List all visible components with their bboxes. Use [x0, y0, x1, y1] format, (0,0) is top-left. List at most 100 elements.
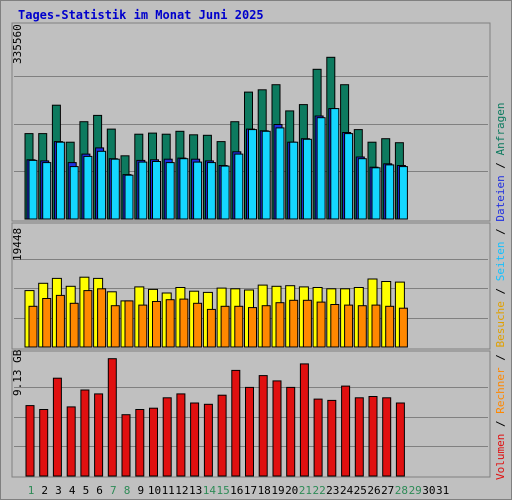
day-label-6: 6	[96, 484, 103, 497]
bar-volumen-day-23	[327, 399, 337, 477]
legend-seiten: Seiten	[494, 242, 507, 282]
bar-volumen-day-24	[341, 385, 351, 477]
bar-seiten-day-1	[28, 159, 38, 220]
bar-seiten-day-3	[55, 141, 65, 220]
bar-seiten-day-7	[110, 158, 120, 220]
bar-seiten-day-27	[385, 164, 395, 220]
day-label-27: 27	[381, 484, 394, 497]
legend-sep-1: /	[494, 414, 507, 434]
legend-sep-2: /	[494, 348, 507, 368]
bar-rechner-day-20	[289, 299, 299, 348]
bar-rechner-day-22	[316, 301, 326, 348]
bar-volumen-day-3	[52, 377, 62, 477]
bar-rechner-day-11	[165, 299, 175, 348]
bar-seiten-day-25	[357, 158, 367, 220]
bar-rechner-day-10	[152, 301, 161, 348]
bar-rechner-day-7	[110, 305, 120, 348]
legend-sep-3: /	[494, 281, 507, 301]
day-label-18: 18	[258, 484, 271, 497]
bar-rechner-day-4	[69, 302, 79, 348]
day-label-30: 30	[422, 484, 435, 497]
bar-volumen-day-14	[203, 403, 213, 477]
day-label-21: 21	[299, 484, 312, 497]
day-label-15: 15	[216, 484, 229, 497]
day-label-1: 1	[28, 484, 35, 497]
bar-volumen-day-10	[149, 407, 158, 477]
bar-volumen-day-26	[368, 396, 378, 477]
chart-title: Tages-Statistik im Monat Juni 2025	[18, 8, 264, 22]
bar-rechner-day-13	[193, 302, 203, 348]
bar-volumen-day-1	[25, 405, 35, 477]
bar-rechner-day-16	[234, 305, 244, 348]
bar-seiten-day-22	[316, 117, 326, 220]
bar-rechner-day-15	[220, 305, 230, 348]
bar-volumen-day-4	[66, 406, 76, 477]
bar-seiten-day-15	[220, 165, 230, 220]
bar-seiten-day-2	[42, 162, 52, 220]
day-label-17: 17	[244, 484, 257, 497]
right-legend: Volumen / Rechner / Besuche / Seiten / D…	[494, 102, 507, 480]
day-label-9: 9	[137, 484, 144, 497]
bar-seiten-day-9	[138, 161, 148, 220]
legend-besuche: Besuche	[494, 301, 507, 347]
bottom-ymax-label: 9.13 GB	[11, 349, 24, 396]
bar-volumen-day-25	[354, 397, 364, 477]
legend-volumen: Volumen	[494, 434, 507, 480]
bar-volumen-day-22	[313, 398, 323, 477]
bar-seiten-day-28	[398, 166, 408, 220]
bar-rechner-day-27	[385, 305, 395, 348]
bar-seiten-day-8	[124, 174, 134, 220]
bar-rechner-day-17	[248, 307, 257, 348]
bar-seiten-day-14	[206, 162, 216, 220]
bar-volumen-day-28	[395, 402, 405, 477]
bar-volumen-day-13	[190, 402, 200, 477]
bar-seiten-day-26	[371, 167, 381, 220]
bar-volumen-day-12	[176, 393, 186, 477]
day-label-16: 16	[230, 484, 243, 497]
bar-rechner-day-23	[330, 304, 340, 348]
legend-sep-4: /	[494, 222, 507, 242]
legend-sep-5: /	[494, 155, 507, 175]
bar-volumen-day-7	[107, 358, 117, 477]
legend-rechner: Rechner	[494, 367, 507, 414]
bar-rechner-day-6	[97, 288, 107, 348]
bar-rechner-day-1	[28, 305, 38, 348]
bar-volumen-day-17	[245, 386, 254, 477]
bar-volumen-day-15	[217, 394, 227, 477]
day-label-13: 13	[189, 484, 202, 497]
bar-rechner-day-18	[261, 305, 271, 348]
bar-volumen-day-20	[286, 386, 296, 477]
day-label-22: 22	[312, 484, 325, 497]
bar-volumen-day-16	[231, 369, 241, 477]
bar-rechner-day-2	[42, 298, 52, 348]
day-label-20: 20	[285, 484, 298, 497]
day-label-28: 28	[395, 484, 408, 497]
bar-rechner-day-24	[344, 304, 354, 348]
day-label-12: 12	[175, 484, 188, 497]
bar-volumen-day-21	[299, 363, 309, 477]
bar-rechner-day-26	[371, 304, 381, 348]
bar-seiten-day-13	[193, 161, 203, 220]
bar-rechner-day-19	[275, 302, 285, 348]
bar-seiten-day-11	[165, 162, 175, 220]
bar-seiten-day-18	[261, 130, 271, 220]
day-label-14: 14	[203, 484, 217, 497]
bar-seiten-day-10	[152, 161, 161, 220]
bar-seiten-day-16	[234, 153, 244, 220]
bar-volumen-day-9	[135, 409, 145, 477]
day-label-25: 25	[354, 484, 367, 497]
bar-seiten-day-4	[69, 166, 79, 220]
day-label-8: 8	[124, 484, 131, 497]
bar-volumen-day-6	[94, 393, 104, 477]
day-label-4: 4	[69, 484, 76, 497]
day-label-2: 2	[41, 484, 48, 497]
day-label-19: 19	[271, 484, 284, 497]
legend-anfragen: Anfragen	[494, 102, 507, 155]
bar-volumen-day-2	[39, 409, 49, 477]
legend-dateien: Dateien	[494, 175, 507, 221]
bar-volumen-day-5	[80, 389, 90, 477]
bar-rechner-day-9	[138, 304, 148, 348]
day-label-31: 31	[436, 484, 449, 497]
bar-seiten-day-19	[275, 127, 285, 220]
